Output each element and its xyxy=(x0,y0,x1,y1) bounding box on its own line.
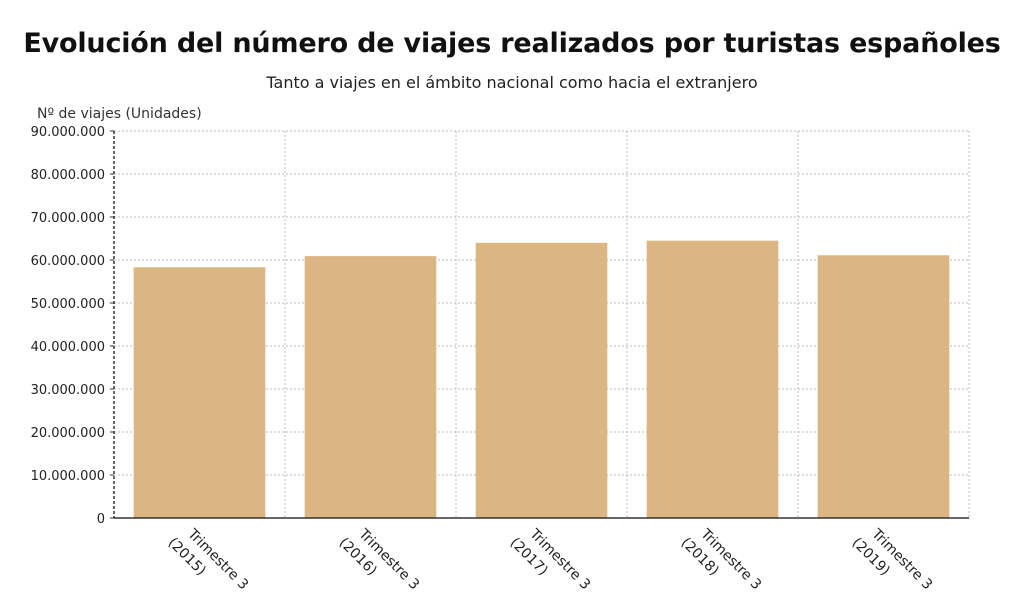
x-tick-label: Trimestre 3(2015) xyxy=(165,526,252,594)
y-tick-label: 50.000.000 xyxy=(31,297,105,312)
y-tick-label: 40.000.000 xyxy=(31,340,105,355)
x-tick-label: Trimestre 3(2016) xyxy=(336,526,423,594)
bars xyxy=(133,240,950,519)
x-tick-label: Trimestre 3(2019) xyxy=(849,526,936,594)
y-tick-label: 70.000.000 xyxy=(31,211,105,226)
y-tick-label: 0 xyxy=(97,512,105,527)
chart-subtitle: Tanto a viajes en el ámbito nacional com… xyxy=(266,73,758,92)
y-tick-label: 20.000.000 xyxy=(31,426,105,441)
y-tick-label: 10.000.000 xyxy=(31,469,105,484)
y-tick-label: 90.000.000 xyxy=(31,125,105,140)
y-tick-label: 80.000.000 xyxy=(31,168,105,183)
bar xyxy=(475,242,608,519)
y-axis-label: Nº de viajes (Unidades) xyxy=(37,106,202,122)
bar xyxy=(817,255,950,518)
axes xyxy=(113,131,969,519)
bar xyxy=(304,256,437,518)
x-tick-label: Trimestre 3(2017) xyxy=(507,526,594,594)
y-tick-labels: 0 10.000.000 20.000.000 30.000.000 40.000.00… xyxy=(31,125,114,527)
y-tick-label: 30.000.000 xyxy=(31,383,105,398)
x-tick-label: Trimestre 3(2018) xyxy=(678,526,765,594)
bar xyxy=(133,267,266,518)
chart-title: Evolución del número de viajes realizado… xyxy=(23,28,1001,59)
bar xyxy=(646,240,779,518)
x-tick-labels: Trimestre 3(2015) Trimestre 3(2016) Trimes… xyxy=(165,526,936,594)
y-tick-label: 60.000.000 xyxy=(31,254,105,269)
